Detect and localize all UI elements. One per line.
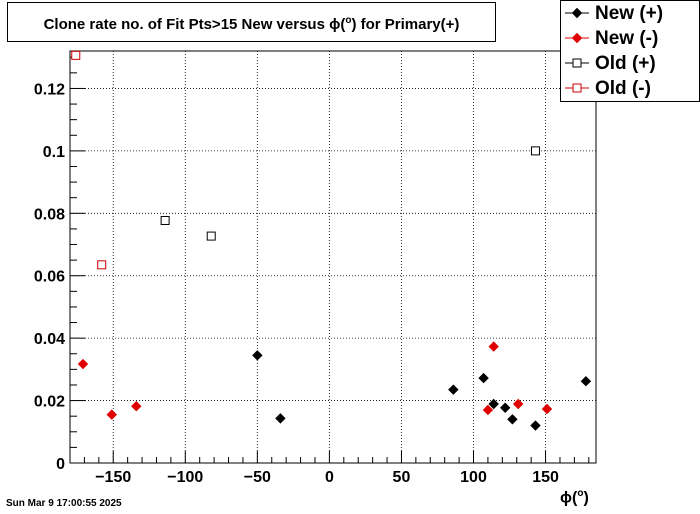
legend-label: Old (+) [595,53,656,74]
data-point [512,398,524,410]
data-point [500,402,511,413]
chart-title-lparen: ( [340,16,346,33]
chart-title-phi: ϕ [329,16,341,33]
x-tick-label: −150 [95,469,131,486]
legend-marker-icon [565,83,589,93]
data-point [482,404,494,416]
data-point [580,376,592,387]
data-point [97,260,107,270]
data-point [530,420,541,431]
chart-title-box: Clone rate no. of Fit Pts>15 New versus … [7,2,496,42]
legend-entry: Old (+) [561,51,700,76]
data-point [488,341,499,352]
data-point [106,409,117,420]
x-tick-label: −50 [244,469,271,486]
plot-frame [69,50,597,464]
chart-title-suffix: ) for Primary(+) [351,16,460,33]
legend-marker-icon [565,58,589,68]
legend-marker [571,7,583,19]
data-point [71,50,81,60]
timestamp-footer: Sun Mar 9 17:00:55 2025 [6,498,122,509]
data-point [252,350,263,361]
x-axis-title-lparen: ( [572,489,578,507]
y-tick-label: 0.06 [34,269,65,286]
x-tick-label: 100 [460,469,487,486]
x-tick-label: 150 [532,469,559,486]
data-point [488,398,499,410]
x-axis-title: ϕ(o) [560,488,589,507]
data-point [478,372,489,384]
legend: New (+) New (-) Old (+) Old (-) [560,0,700,102]
y-tick-label: 0.1 [43,144,65,161]
legend-marker-icon [565,7,589,19]
legend-marker [572,83,582,93]
x-tick-label: 0 [325,469,334,486]
data-point [275,413,286,424]
y-tick-label: 0.02 [34,394,65,411]
legend-marker-icon [565,32,589,44]
y-tick-label: 0.12 [34,81,65,98]
x-axis-title-rparen: ) [583,489,589,507]
data-point [507,414,518,425]
x-axis-title-phi: ϕ [560,489,572,507]
y-tick-label: 0.04 [34,331,65,348]
data-point [160,215,170,225]
legend-label: Old (-) [595,78,651,99]
chart-title-degree: o [345,15,352,26]
data-point [448,384,459,395]
legend-label: New (+) [595,3,664,24]
chart-title-prefix: Clone rate no. of Fit Pts>15 New versus [43,16,330,33]
data-point [206,231,216,241]
chart-title: Clone rate no. of Fit Pts>15 New versus … [8,15,495,33]
data-point [530,146,540,156]
data-point [541,403,553,415]
legend-entry: New (-) [561,26,700,51]
legend-marker [571,32,583,44]
legend-entry: New (+) [561,1,700,26]
x-axis-title-degree: o [577,488,584,499]
legend-label: New (-) [595,28,659,49]
x-tick-label: −100 [167,469,203,486]
x-tick-label: 50 [393,469,411,486]
y-tick-label: 0 [56,456,65,473]
legend-entry: Old (-) [561,76,700,101]
data-point [131,400,142,412]
y-tick-label: 0.08 [34,206,65,223]
data-point [77,358,89,370]
legend-marker [572,58,582,68]
